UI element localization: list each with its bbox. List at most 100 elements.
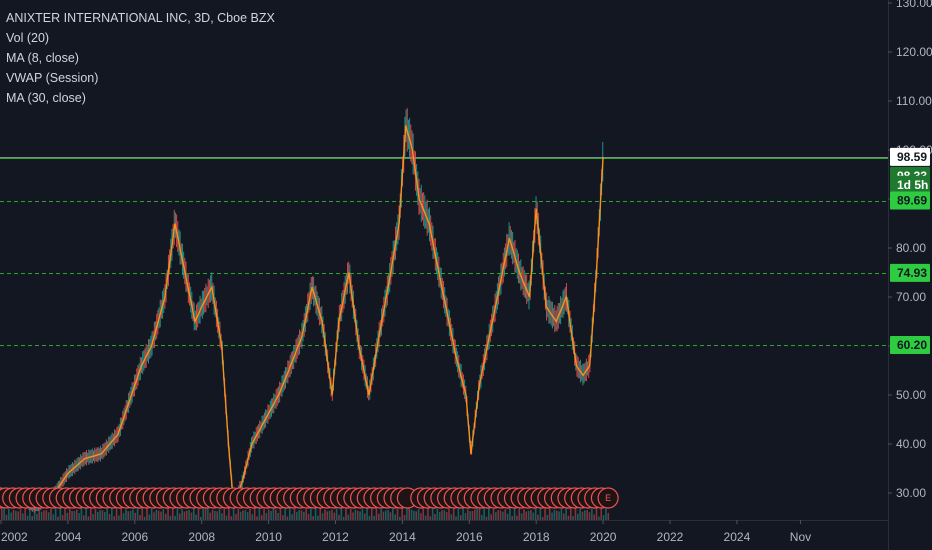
volume-bar (380, 509, 382, 520)
y-axis-ticks: 30.0040.0050.0060.0070.0080.0090.00100.0… (888, 0, 932, 500)
volume-bar (443, 510, 446, 520)
volume-bar (319, 508, 322, 520)
volume-bar (185, 510, 188, 520)
volume-bar (410, 509, 413, 520)
volume-bar (509, 508, 511, 520)
volume-bar (495, 512, 497, 520)
volume-bar (232, 508, 235, 520)
volume-bar (605, 508, 607, 520)
volume-bar (104, 511, 106, 520)
volume-bar (120, 508, 123, 520)
volume-bar (429, 516, 432, 520)
volume-bar (146, 508, 148, 520)
volume-bar (577, 513, 579, 520)
legend-title[interactable]: ANIXTER INTERNATIONAL INC, 3D, Cboe BZX (6, 11, 275, 25)
volume-bar (551, 512, 553, 520)
volume-bar (506, 513, 509, 520)
volume-bar (61, 515, 64, 520)
volume-bar (352, 512, 354, 520)
volume-bar (415, 511, 418, 520)
volume-bar (99, 510, 101, 520)
volume-bar (178, 513, 181, 520)
volume-bar (520, 513, 523, 520)
volume-bar (530, 509, 532, 520)
volume-bar (555, 510, 558, 520)
legend-vol[interactable]: Vol (20) (6, 31, 50, 45)
volume-bar (171, 508, 174, 520)
x-tick-label: 2008 (188, 530, 215, 544)
volume-bar (588, 512, 591, 520)
volume-bar (363, 513, 366, 520)
level-tag-60-20: 60.20 (897, 338, 927, 352)
volume-bar (525, 511, 528, 520)
volume-bar (270, 511, 272, 520)
last-price-tag-bg (890, 147, 930, 166)
volume-bar (193, 508, 195, 520)
volume-bar (579, 509, 581, 520)
y-tick-label: 110.00 (896, 94, 932, 108)
volume-bar (286, 516, 289, 520)
volume-bar (40, 511, 43, 520)
volume-bar (499, 510, 502, 520)
x-tick-label: 2010 (255, 530, 282, 544)
volume-bar (331, 509, 333, 520)
volume-bar (354, 509, 357, 520)
volume-bar (567, 515, 570, 520)
volume-bar (125, 509, 127, 520)
volume-bar (464, 513, 467, 520)
volume-bar (181, 509, 183, 520)
volume-bar (260, 515, 263, 520)
last-price-tag: 98.59 (897, 150, 927, 164)
volume-bar (401, 508, 403, 520)
y-tick-label: 120.00 (896, 45, 932, 59)
volume-bar (595, 508, 598, 520)
volume-bar (373, 515, 375, 520)
volume-bar (516, 515, 518, 520)
volume-bar (78, 513, 80, 520)
volume-bar (267, 509, 270, 520)
volume-bar (8, 508, 10, 520)
volume-bar (513, 508, 516, 520)
volume-bar (106, 508, 108, 520)
legend-ma30[interactable]: MA (30, close) (6, 91, 86, 105)
volume-bar (448, 508, 450, 520)
volume-bar (97, 512, 99, 520)
volume-bar (214, 510, 216, 520)
volume-bar (176, 508, 179, 520)
volume-bar (174, 515, 176, 520)
volume-bar (239, 511, 242, 520)
volume-bar (225, 515, 228, 520)
volume-bar (89, 508, 92, 520)
volume-bar (80, 508, 83, 520)
volume-bar (228, 508, 230, 520)
volume-bar (473, 509, 476, 520)
volume-bar (602, 515, 605, 520)
volume-bar (209, 512, 211, 520)
x-tick-label: 2020 (590, 530, 617, 544)
volume-bar (314, 508, 317, 520)
volume-bar (534, 508, 537, 520)
volume-bar (19, 509, 22, 520)
volume-bar (305, 509, 307, 520)
x-tick-label: 2004 (55, 530, 82, 544)
volume-bar (57, 516, 59, 520)
volume-bar (279, 508, 282, 520)
volume-bar (406, 508, 408, 520)
legend-vwap[interactable]: VWAP (Session) (6, 71, 99, 85)
volume-bar (59, 508, 62, 520)
x-tick-label: 2024 (724, 530, 751, 544)
volume-bar (333, 512, 336, 520)
volume-bar (289, 508, 291, 520)
volume-bar (326, 511, 329, 520)
volume-bar (291, 514, 293, 520)
volume-bar (24, 508, 27, 520)
volume-bar (600, 508, 603, 520)
legend-ma8[interactable]: MA (8, close) (6, 51, 79, 65)
volume-bar (581, 511, 584, 520)
volume-bar (422, 508, 425, 520)
volume-bar (345, 508, 347, 520)
volume-bar (366, 508, 368, 520)
volume-bar (207, 508, 209, 520)
volume-bar (565, 508, 567, 520)
